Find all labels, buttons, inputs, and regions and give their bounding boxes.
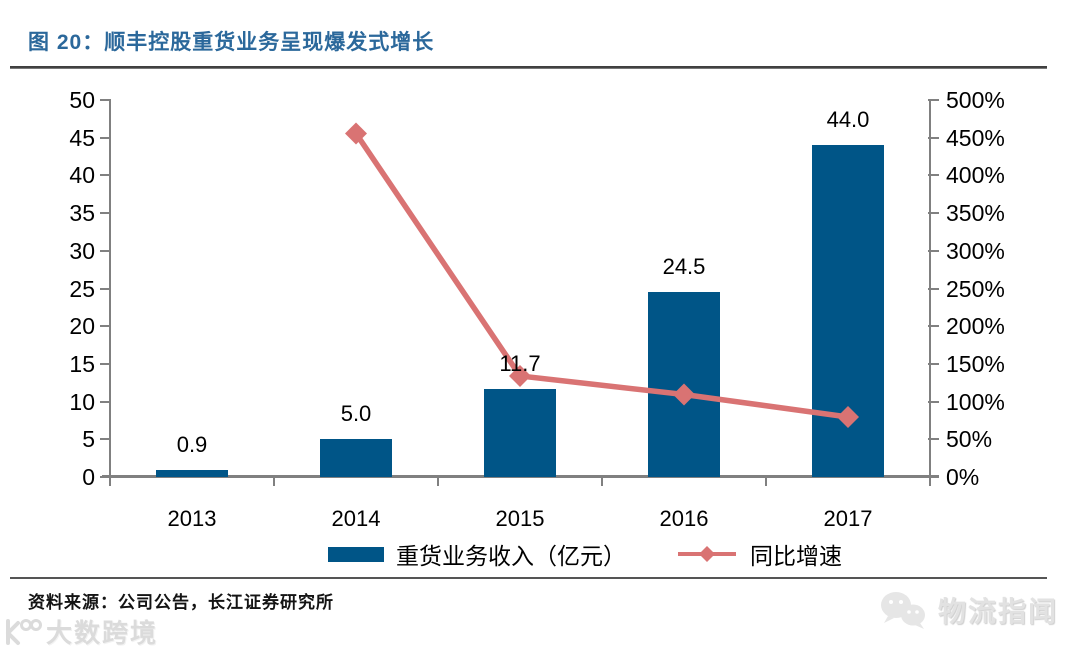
right-axis-tick-label: 300% <box>946 237 1005 264</box>
left-axis-tick-label: 5 <box>82 426 95 453</box>
legend-item-revenue: 重货业务收入（亿元） <box>328 537 626 571</box>
right-axis-tick <box>928 400 939 403</box>
left-axis-tick-label: 0 <box>82 464 95 490</box>
left-axis-tick <box>100 136 111 139</box>
left-axis-tick <box>100 249 111 252</box>
x-axis-tick <box>273 477 275 486</box>
right-axis-tick-label: 50% <box>946 426 993 453</box>
right-axis-tick <box>928 287 939 290</box>
right-axis-tick <box>928 438 939 441</box>
right-axis-tick <box>928 136 939 139</box>
right-axis-tick-label: 250% <box>946 275 1005 302</box>
x-axis-tick <box>929 477 931 486</box>
left-axis-tick-label: 15 <box>69 350 95 377</box>
dashukuajing-logo-icon <box>2 617 42 647</box>
left-axis-tick <box>100 400 111 403</box>
x-axis-label-2015: 2015 <box>495 506 545 531</box>
left-axis-tick-label: 30 <box>69 237 95 264</box>
left-axis-tick-label: 50 <box>69 87 95 113</box>
bar-series-swatch <box>328 546 384 562</box>
left-axis-tick <box>100 362 111 365</box>
left-axis-tick-label: 10 <box>69 388 95 415</box>
x-axis-tick <box>109 477 111 486</box>
right-axis-tick-label: 0% <box>946 464 980 490</box>
left-axis-tick-label: 40 <box>69 162 95 189</box>
bar-2017 <box>812 145 884 477</box>
right-axis-tick <box>928 212 939 215</box>
left-axis-tick <box>100 476 111 478</box>
bar-value-label-2013: 0.9 <box>176 432 208 458</box>
figure-title: 图 20：顺丰控股重货业务呈现爆发式增长 <box>28 31 435 54</box>
right-axis-tick-label: 350% <box>946 200 1005 227</box>
x-axis-label-2014: 2014 <box>331 506 381 531</box>
chart-legend: 重货业务收入（亿元） 同比增速 <box>90 537 1080 571</box>
right-axis-tick-label: 150% <box>946 350 1005 377</box>
left-axis-tick <box>100 438 111 441</box>
x-axis-label-2016: 2016 <box>659 506 709 531</box>
right-axis-tick-label: 100% <box>946 388 1005 415</box>
source-note: 资料来源：公司公告，长江证券研究所 <box>28 593 334 612</box>
right-axis-tick <box>928 362 939 365</box>
legend-item-growth: 同比增速 <box>676 537 842 571</box>
bar-value-label-2014: 5.0 <box>340 401 372 427</box>
left-axis-tick <box>100 99 111 101</box>
watermark-right-text: 物流指闻 <box>937 596 1058 627</box>
left-axis-tick <box>100 287 111 290</box>
title-divider <box>10 66 1047 69</box>
right-axis-tick-label: 500% <box>946 87 1005 113</box>
x-axis-tick <box>437 477 439 486</box>
x-axis-tick <box>601 477 603 486</box>
watermark-left-text: 大数跨境 <box>46 618 159 648</box>
left-axis-tick <box>100 325 111 328</box>
bar-2016 <box>648 292 720 477</box>
bar-value-label-2015: 11.7 <box>499 350 541 376</box>
watermark-left: 大数跨境 <box>2 613 158 650</box>
left-axis-tick-label: 35 <box>69 200 95 227</box>
right-axis-tick-label: 450% <box>946 124 1005 151</box>
bar-value-label-2017: 44.0 <box>826 107 870 133</box>
right-axis-line <box>929 100 931 486</box>
bottom-divider <box>10 577 1047 579</box>
growth-line-path <box>353 131 849 420</box>
left-axis-tick <box>100 174 111 177</box>
legend-label-revenue: 重货业务收入（亿元） <box>396 543 626 569</box>
right-axis-tick <box>928 174 939 177</box>
legend-label-growth: 同比增速 <box>750 543 842 569</box>
bar-2015 <box>484 388 556 477</box>
bar-2013 <box>156 470 228 477</box>
left-axis-tick <box>100 212 111 215</box>
right-axis-tick <box>928 249 939 252</box>
left-axis-line <box>109 100 111 486</box>
wechat-bubbles-icon <box>878 590 930 630</box>
x-axis-tick <box>765 477 767 486</box>
bar-value-label-2016: 24.5 <box>662 254 706 280</box>
left-axis-tick-label: 25 <box>69 275 95 302</box>
right-axis-tick <box>928 476 939 478</box>
watermark-right: 物流指闻 <box>878 590 1058 630</box>
right-axis-tick-label: 200% <box>946 313 1005 340</box>
line-diamond-marker <box>345 122 367 145</box>
x-axis-label-2017: 2017 <box>823 506 873 531</box>
left-axis-tick-label: 20 <box>69 313 95 340</box>
right-axis-tick-label: 400% <box>946 162 1005 189</box>
bar-2014 <box>320 439 392 477</box>
left-axis-tick-label: 45 <box>69 124 95 151</box>
line-series-swatch <box>676 542 738 566</box>
right-axis-tick <box>928 99 939 101</box>
x-axis-label-2013: 2013 <box>167 506 217 531</box>
right-axis-tick <box>928 325 939 328</box>
